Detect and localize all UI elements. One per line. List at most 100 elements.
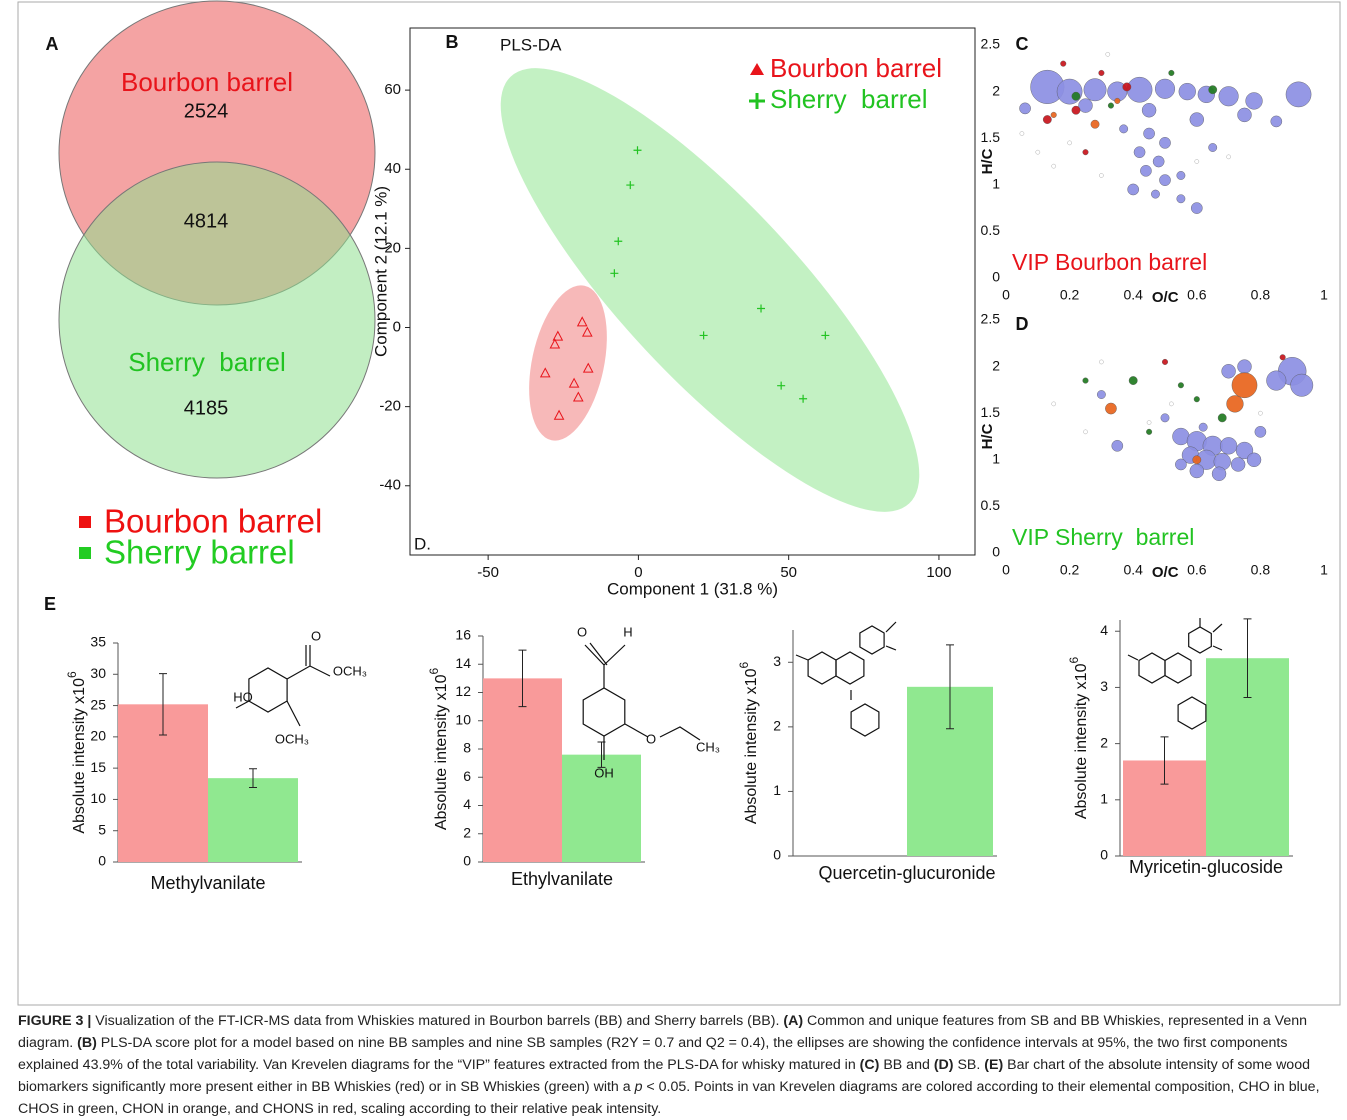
y-tick-label: 12: [455, 683, 471, 699]
point: [549, 338, 561, 349]
bubble: [1230, 457, 1246, 472]
molecule-bond: [584, 642, 626, 688]
bubble: [1105, 402, 1117, 415]
y-tick-label: 1: [773, 782, 781, 798]
legend-label: Bourbon barrel: [104, 503, 322, 540]
y-axis-label: Absolute intensity x106: [737, 662, 760, 825]
x-tick-label: 50: [780, 564, 797, 581]
bubble: [1133, 146, 1146, 158]
panel-label: D: [1016, 314, 1029, 334]
panel-label: C: [1016, 34, 1029, 54]
plot-title: PLS-DA: [500, 35, 562, 54]
bubble: [1226, 395, 1244, 413]
y-tick-label: -20: [379, 398, 401, 415]
bubble: [1168, 69, 1175, 76]
x-tick-label: 0.6: [1187, 562, 1207, 578]
bubble: [1208, 85, 1218, 95]
bubble: [1107, 102, 1114, 109]
bubble: [1169, 401, 1174, 407]
y-tick-label: 1: [992, 176, 1000, 192]
pls-ellipses: [500, 68, 920, 512]
molecule-bond: [286, 645, 331, 680]
x-tick-label: 0.4: [1123, 287, 1143, 303]
bubble: [1235, 441, 1254, 460]
point: [553, 409, 565, 420]
y-tick-label: 0.5: [981, 497, 1001, 513]
y-tick-label: 25: [90, 696, 106, 712]
x-tick-label: 0.8: [1251, 287, 1271, 303]
point: [610, 269, 619, 278]
annotation: D.: [414, 534, 431, 553]
x-tick-label: 1: [1320, 562, 1328, 578]
y-tick-label: 0: [393, 318, 401, 335]
point: [626, 181, 635, 190]
bubble: [1126, 76, 1153, 103]
bubble: [1060, 60, 1067, 67]
bubble: [1270, 115, 1283, 128]
x-axis-label: Ethylvanilate: [511, 869, 613, 889]
y-axis-label-exponent: 6: [65, 671, 79, 678]
bubble: [1285, 81, 1312, 108]
bubble: [1071, 105, 1081, 115]
bubble: [1159, 137, 1171, 149]
point: [568, 377, 580, 388]
caption: FIGURE 3 | Visualization of the FT-ICR-M…: [18, 1010, 1336, 1120]
legend-marker: [750, 63, 764, 75]
bubble: [1078, 98, 1093, 113]
caption-text: BB and: [879, 1057, 934, 1073]
bubble: [1099, 359, 1104, 365]
bubble: [1237, 359, 1252, 374]
bubble: [1189, 463, 1205, 479]
point: [582, 362, 594, 373]
y-tick-label: 2: [773, 718, 781, 734]
figure-frame: [17, 1, 1341, 1006]
bubble: [1071, 91, 1081, 101]
y-tick-label: 35: [90, 634, 106, 650]
overlap-value: 4814: [184, 210, 229, 232]
x-tick-label: 1: [1320, 287, 1328, 303]
y-tick-label: 2: [992, 357, 1000, 373]
y-tick-label: 1: [992, 451, 1000, 467]
bubble: [1266, 370, 1287, 391]
bubble: [1279, 354, 1286, 361]
y-tick-label: 6: [463, 768, 471, 784]
molecule-ring: [1164, 652, 1192, 684]
bubble: [1290, 373, 1314, 397]
bubble: [1090, 119, 1100, 129]
y-tick-label: 16: [455, 627, 471, 643]
caption-text: FIGURE 3 |: [18, 1013, 92, 1029]
set-circle: [58, 161, 376, 479]
molecule-ring: [1138, 652, 1166, 684]
y-tick-label: 60: [384, 81, 401, 98]
bubble: [1176, 171, 1186, 180]
y-axis-label: Component 2 (12.1 %): [371, 186, 390, 357]
y-tick-label: 2: [992, 82, 1000, 98]
legend-label: Bourbon barrel: [770, 53, 942, 83]
bubble: [1237, 107, 1252, 123]
point: [539, 367, 551, 378]
x-tick-label: 0.2: [1060, 562, 1080, 578]
bubble: [1152, 155, 1165, 168]
y-tick-label: 1.5: [981, 129, 1001, 145]
caption-text: Common and unique features from SB and B…: [18, 1013, 1308, 1051]
caption-text: (C): [859, 1057, 880, 1073]
bubble: [1146, 428, 1153, 435]
bubble: [1151, 189, 1160, 199]
y-tick-label: 14: [455, 655, 471, 671]
molecule-bond: [1127, 618, 1223, 661]
annotation: VIP Sherry barrel: [1012, 524, 1194, 550]
point: [552, 330, 564, 341]
bubble: [1099, 173, 1104, 178]
point: [572, 391, 584, 402]
y-tick-label: 1: [1100, 791, 1108, 807]
panel-label: E: [44, 594, 56, 614]
y-axis-label: H/C: [979, 148, 996, 174]
y-tick-label: 8: [463, 740, 471, 756]
y-tick-label: 15: [90, 759, 106, 775]
bubble: [1177, 382, 1184, 389]
bubble: [1098, 69, 1105, 76]
bubble: [1189, 112, 1205, 127]
y-axis-label: H/C: [979, 423, 996, 449]
panel-label: B: [446, 32, 459, 52]
